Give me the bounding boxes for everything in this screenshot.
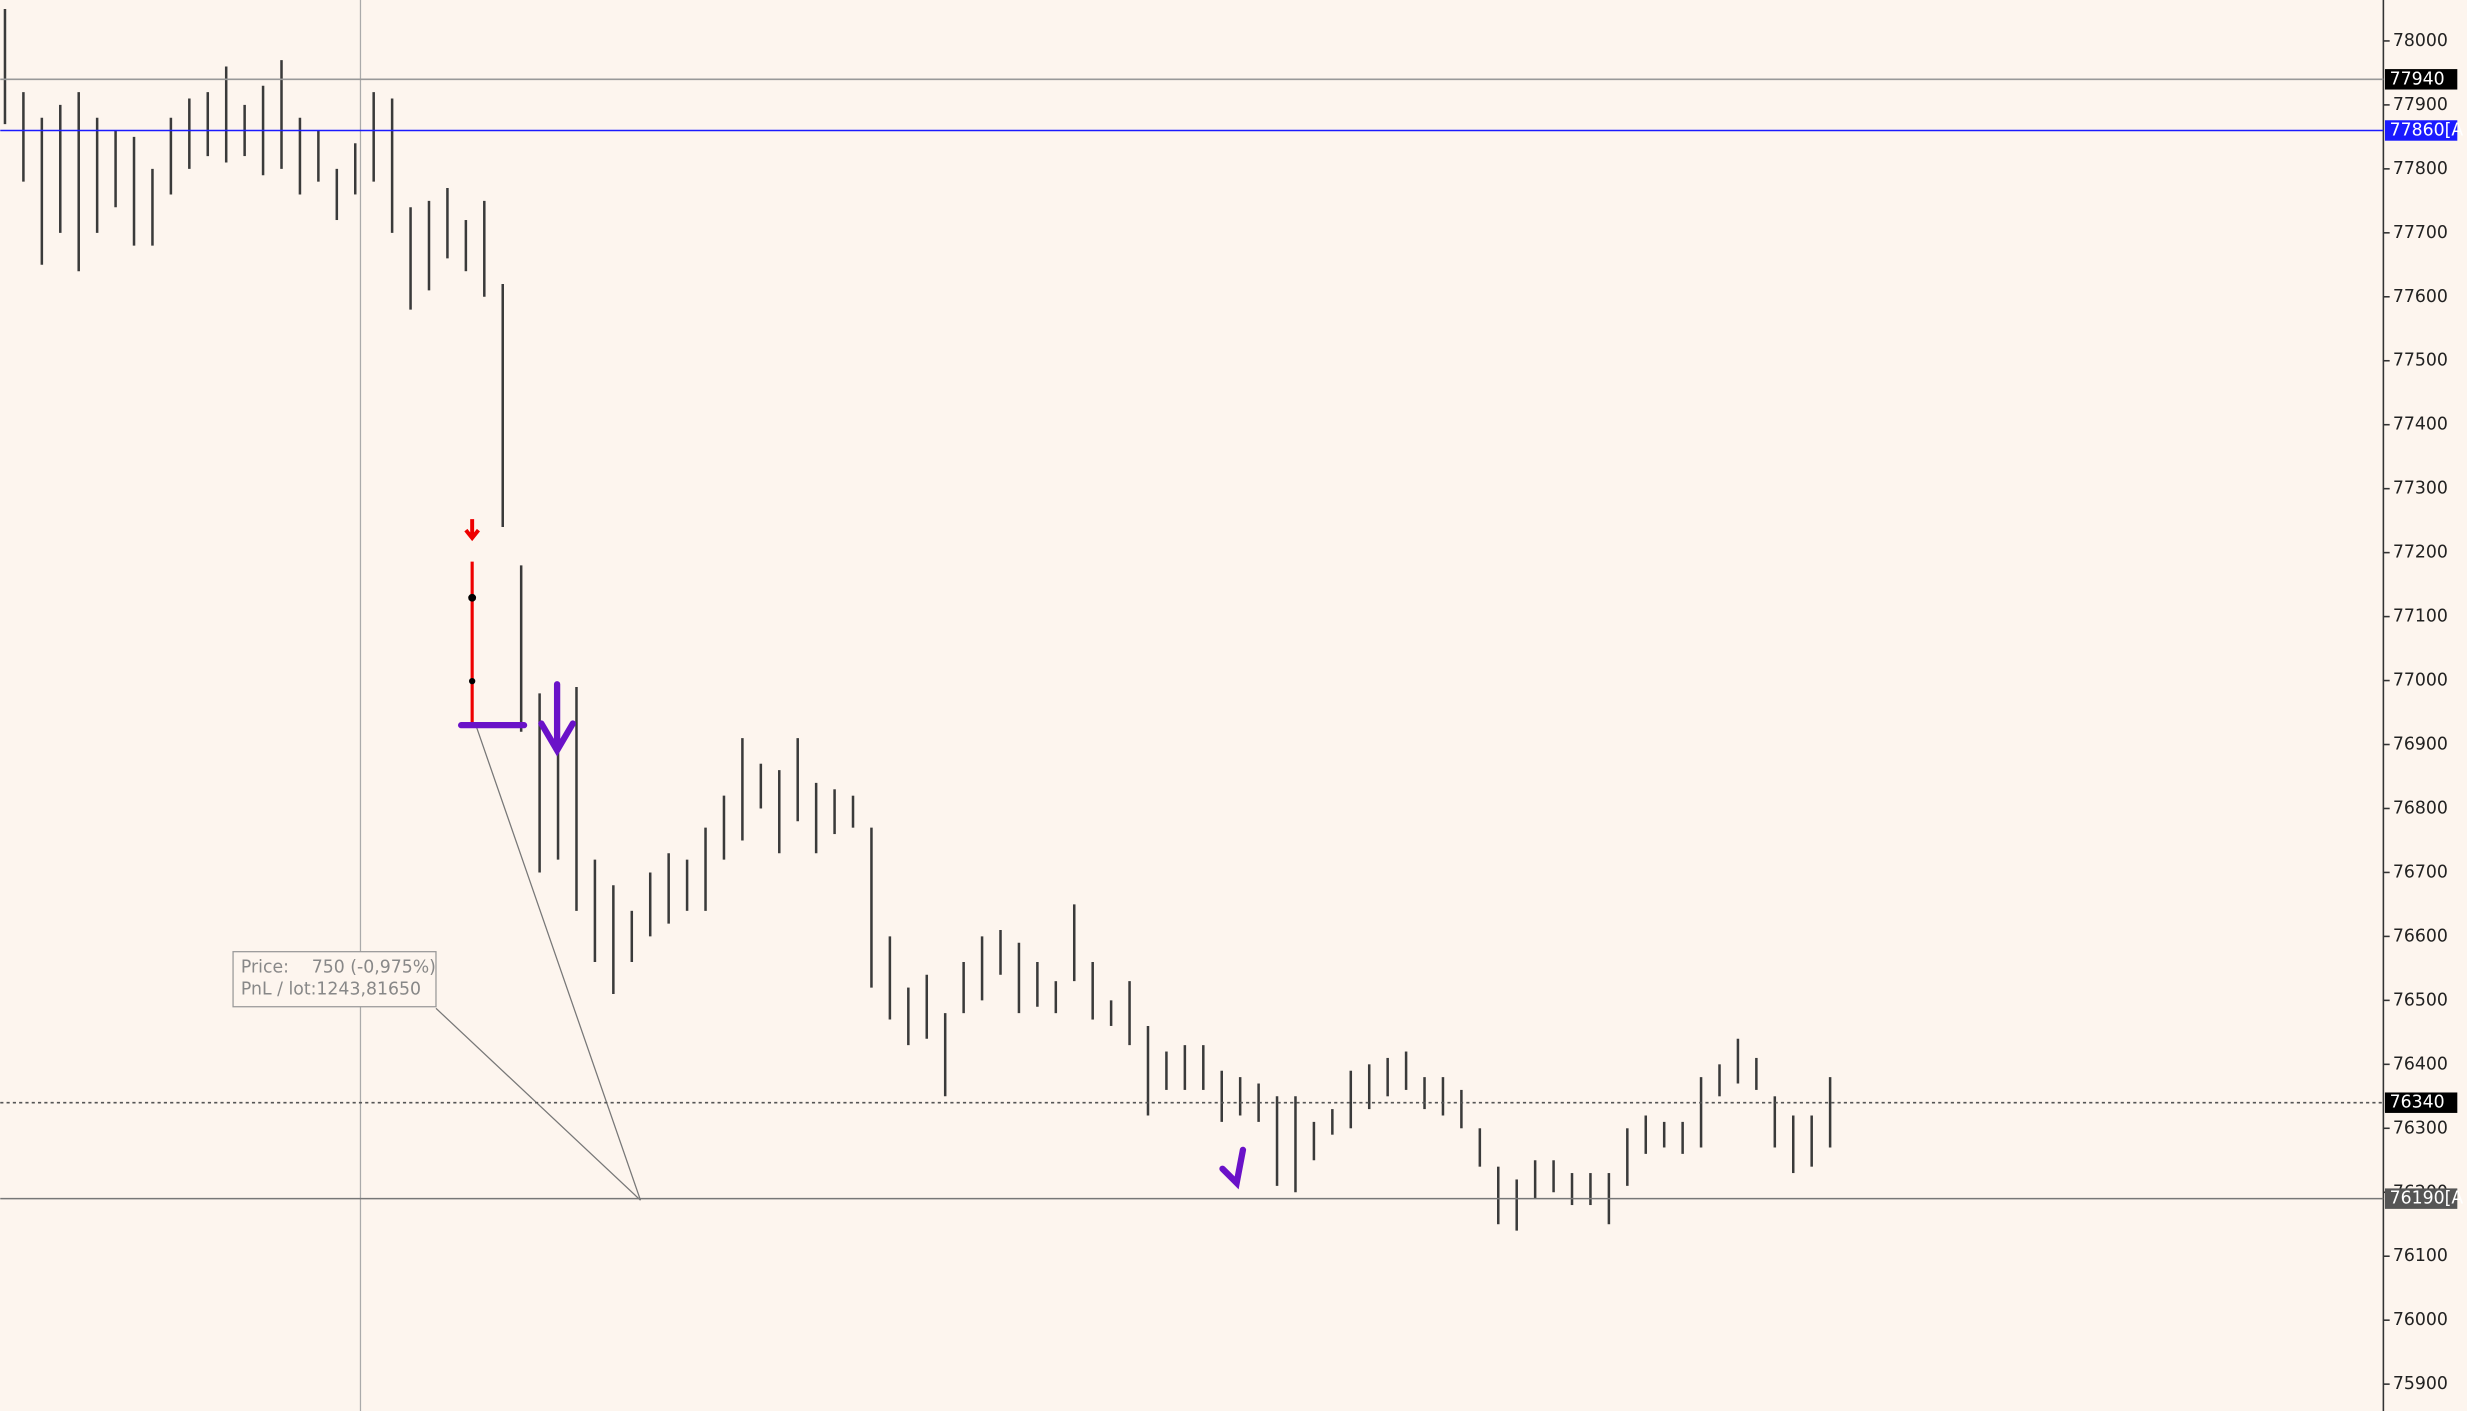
y-tick-label: 77000 — [2393, 671, 2448, 691]
y-tick-label: 76400 — [2393, 1054, 2448, 1074]
y-tick-label: 77800 — [2393, 159, 2448, 179]
y-tick-label: 77700 — [2393, 223, 2448, 243]
y-tick-label: 76600 — [2393, 926, 2448, 946]
y-tick-label: 77100 — [2393, 607, 2448, 627]
tooltip-text: 1243,81650 — [316, 979, 421, 999]
trade-point — [469, 677, 476, 685]
hand-arrow — [538, 681, 576, 757]
level-label: 77860[A — [2390, 120, 2464, 140]
y-tick-label: 75900 — [2393, 1374, 2448, 1394]
tooltip-text: Price: — [241, 957, 289, 977]
y-tick-label: 76500 — [2393, 990, 2448, 1010]
level-label: 76340 — [2390, 1093, 2445, 1113]
tooltip-text: PnL / lot: — [241, 979, 317, 999]
level-label: 76190[A — [2390, 1189, 2464, 1209]
level-label-box — [2384, 120, 2458, 141]
drawing-line — [474, 723, 642, 1201]
y-tick-label: 76300 — [2393, 1118, 2448, 1138]
y-tick-label: 76000 — [2393, 1310, 2448, 1330]
y-tick-label: 76100 — [2393, 1246, 2448, 1266]
tooltip: Price: 750 (-0,975%) PnL / lot: 1243,816… — [232, 951, 437, 1008]
level-label-box — [2384, 1092, 2458, 1113]
y-tick-label: 77200 — [2393, 543, 2448, 563]
y-tick-label: 77900 — [2393, 95, 2448, 115]
tooltip-box — [232, 951, 437, 1008]
y-tick-label: 76700 — [2393, 862, 2448, 882]
tooltip-text: 750 (-0,975%) — [312, 957, 436, 977]
level-label-box — [2384, 69, 2458, 90]
trade-point — [468, 593, 477, 602]
level-label-box — [2384, 1188, 2458, 1209]
y-tick-label: 77600 — [2393, 287, 2448, 307]
y-tick-label: 77300 — [2393, 479, 2448, 499]
y-tick-label: 77400 — [2393, 415, 2448, 435]
y-tick-label: 78000 — [2393, 31, 2448, 51]
y-tick-label: 76800 — [2393, 798, 2448, 818]
drawing-line — [435, 1007, 641, 1201]
hand-check — [1219, 1146, 1247, 1190]
y-tick-label: 77500 — [2393, 351, 2448, 371]
y-tick-label: 76900 — [2393, 735, 2448, 755]
sell-arrow — [464, 519, 480, 542]
level-label: 77940 — [2390, 69, 2445, 89]
marks — [3, 8, 1832, 1231]
